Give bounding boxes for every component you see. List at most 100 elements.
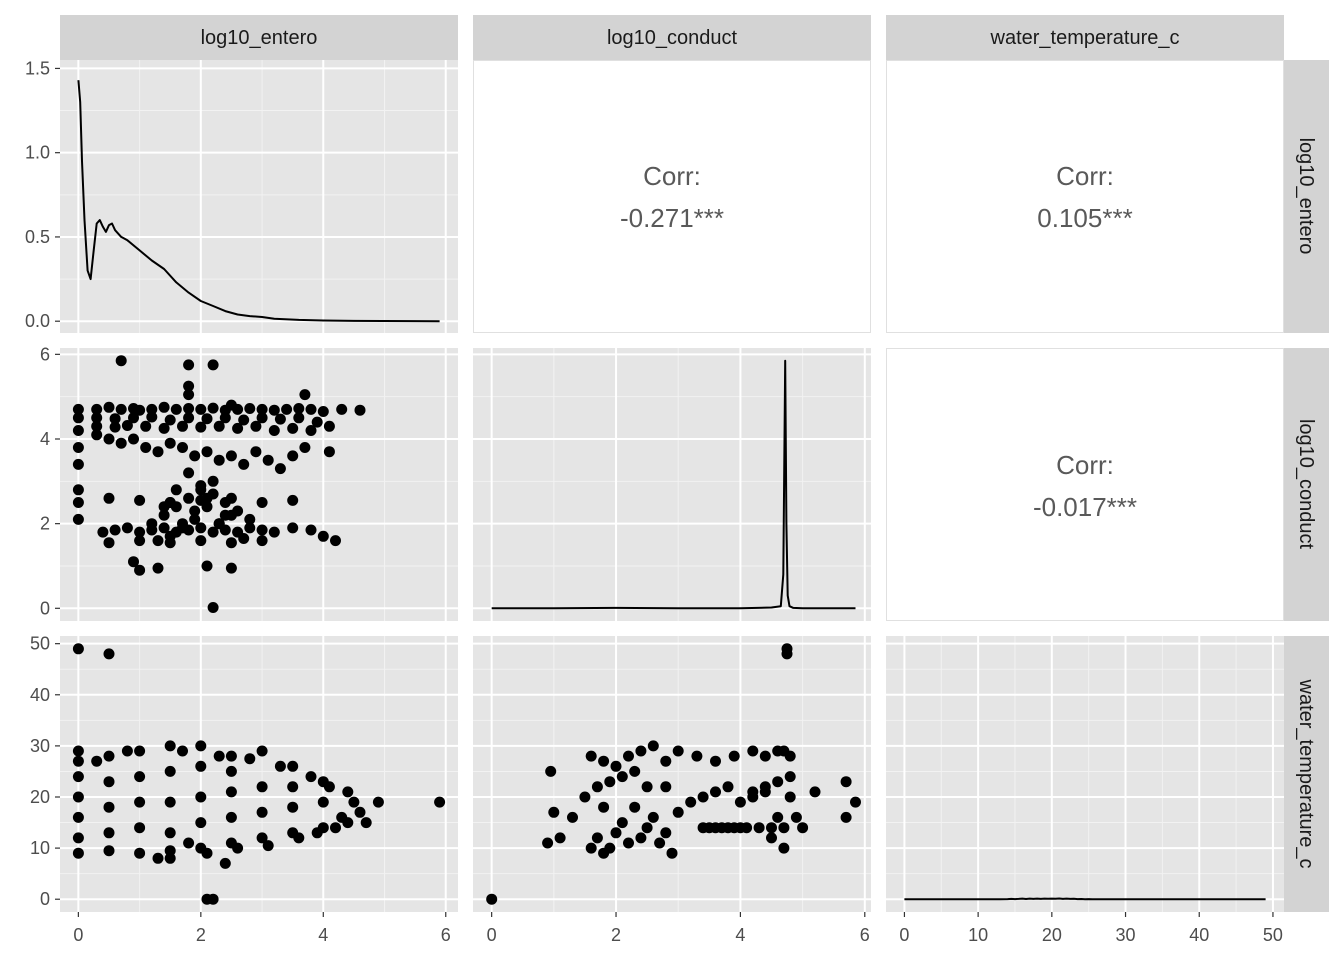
scatter-point — [281, 403, 293, 415]
corr-value: -0.017*** — [1033, 492, 1137, 522]
scatter-point — [177, 442, 188, 453]
scatter-point — [616, 817, 628, 829]
scatter-point — [152, 852, 164, 864]
scatter-point — [103, 537, 115, 549]
scatter-point — [672, 745, 684, 757]
scatter-point — [195, 740, 207, 752]
scatter-point — [103, 648, 115, 660]
scatter-point — [103, 750, 115, 762]
scatter-point — [183, 403, 195, 414]
scatter-point — [299, 442, 311, 453]
left-axes: 0.0 0.5 1.0 1.5 0 2 4 6 0 10 20 30 40 50 — [25, 58, 60, 909]
scatter-point — [591, 781, 603, 793]
column-strip-2: log10_conduct — [473, 15, 871, 60]
scatter-point — [647, 740, 659, 752]
scatter-point — [219, 509, 231, 521]
scatter-point — [103, 776, 115, 788]
scatter-point — [164, 827, 176, 839]
x-tick-label: 2 — [196, 925, 206, 945]
scatter-point — [623, 837, 634, 849]
scatter-point — [170, 403, 182, 415]
scatter-point — [109, 524, 121, 536]
scatter-point — [585, 842, 597, 854]
column-strip-1-label: log10_entero — [201, 27, 318, 49]
scatter-point — [170, 484, 182, 496]
scatter-point — [710, 786, 721, 798]
scatter-point — [629, 765, 641, 777]
scatter-point — [348, 796, 360, 808]
scatter-point — [250, 420, 262, 432]
scatter-point — [195, 403, 207, 415]
scatter-point — [183, 837, 195, 849]
scatter-point — [72, 484, 84, 496]
scatter-point — [256, 412, 268, 424]
scatter-point — [72, 513, 84, 525]
scatter-point — [256, 535, 268, 547]
scatter-point — [72, 643, 84, 655]
scatter-point — [330, 822, 341, 834]
scatter-point — [722, 781, 734, 793]
scatter-point — [183, 467, 195, 479]
scatter-point — [201, 413, 213, 425]
scatter-point — [158, 422, 170, 434]
scatter-point — [268, 425, 280, 436]
scatter-point — [146, 411, 158, 423]
scatter-point — [183, 389, 195, 401]
row-strip-3: water_temperature_c — [1284, 636, 1329, 912]
scatter-point — [660, 827, 672, 839]
scatter-point — [317, 530, 329, 542]
scatter-point — [311, 827, 323, 839]
y-tick-label: 10 — [30, 838, 50, 858]
panel-background — [60, 348, 458, 621]
scatter-point — [213, 518, 225, 530]
scatter-point — [728, 750, 740, 762]
scatter-point — [109, 421, 121, 433]
scatter-point — [164, 845, 176, 857]
scatter-point — [647, 811, 659, 823]
scatter-panel-entero-vs-conduct — [60, 348, 458, 621]
scatter-point — [262, 454, 274, 466]
scatter-point — [140, 420, 152, 432]
scatter-point — [164, 414, 176, 426]
density-panel-log10-entero — [60, 60, 458, 333]
scatter-point — [784, 791, 796, 803]
scatter-point — [790, 811, 802, 823]
scatter-point — [72, 403, 84, 415]
scatter-point — [177, 420, 188, 432]
scatter-point — [195, 760, 207, 772]
scatter-point — [330, 535, 341, 547]
row-strip-1-label: log10_entero — [1295, 138, 1317, 255]
scatter-point — [268, 526, 280, 538]
panel-background — [886, 636, 1284, 912]
scatter-point — [195, 522, 207, 534]
scatter-point — [360, 817, 372, 829]
scatter-point — [654, 837, 666, 849]
scatter-point — [238, 458, 250, 470]
scatter-point — [177, 522, 188, 534]
scatter-point — [164, 852, 176, 864]
scatter-point — [195, 791, 207, 803]
scatter-point — [542, 837, 554, 849]
scatter-point — [797, 822, 809, 834]
scatter-point — [72, 442, 84, 453]
scatter-point — [610, 827, 622, 839]
scatter-point — [305, 771, 317, 783]
scatter-point — [128, 556, 139, 568]
scatter-point — [207, 526, 219, 538]
scatter-point — [766, 832, 777, 844]
scatter-point — [134, 847, 146, 859]
scatter-point — [97, 526, 109, 538]
scatter-point — [747, 745, 759, 757]
panel-background — [473, 348, 871, 621]
scatter-point — [128, 433, 139, 445]
scatter-point — [623, 750, 634, 762]
scatter-point — [299, 389, 311, 401]
scatter-point — [232, 422, 244, 434]
scatter-point — [140, 442, 152, 453]
scatter-point — [238, 414, 250, 426]
scatter-point — [685, 796, 697, 808]
scatter-point — [840, 776, 852, 788]
scatter-point — [103, 433, 115, 445]
scatter-point — [287, 494, 299, 506]
